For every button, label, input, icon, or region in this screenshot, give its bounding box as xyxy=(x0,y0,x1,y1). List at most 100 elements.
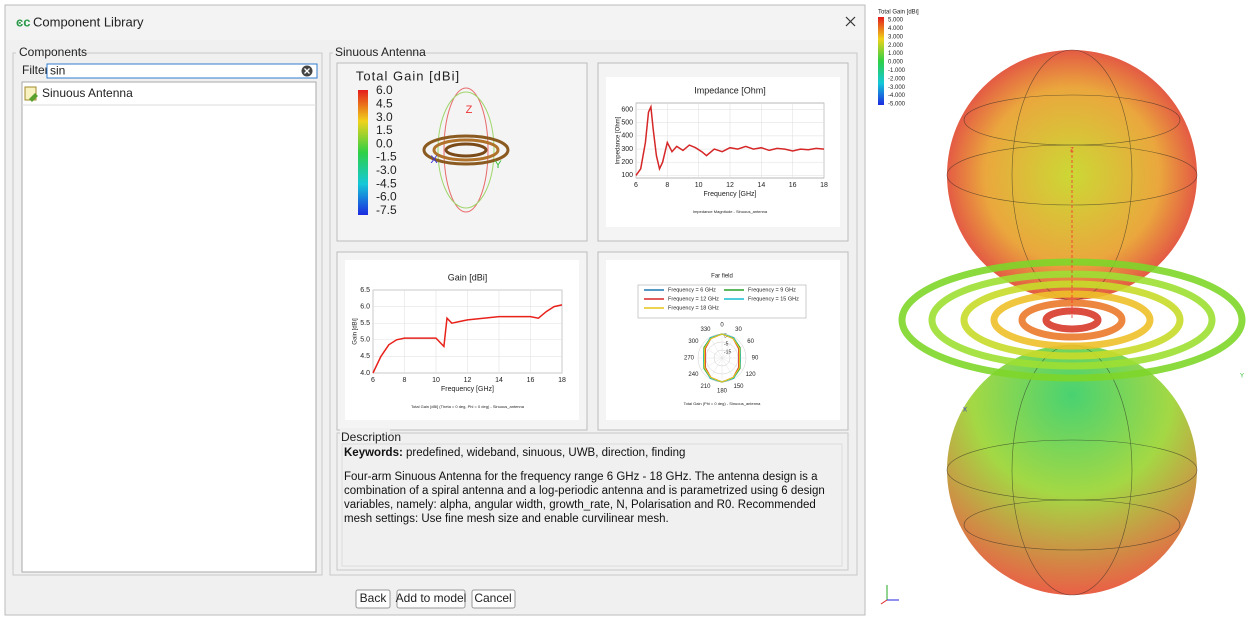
app-icon: ͼc xyxy=(16,14,30,29)
filter-label: Filter xyxy=(22,63,49,77)
legend-label: Frequency = 15 GHz xyxy=(748,296,799,302)
list-item[interactable]: Sinuous Antenna xyxy=(42,86,133,100)
component-list xyxy=(21,81,317,573)
plot-title: Impedance [Ohm] xyxy=(694,85,766,95)
legend-label: -3.000 xyxy=(888,85,906,91)
scale-label: 0.0 xyxy=(376,136,393,150)
filter-value: sin xyxy=(50,64,65,78)
add-button[interactable] xyxy=(396,589,466,609)
r-tick-label: -5 xyxy=(724,341,729,347)
plot-title: Total Gain [dBi] xyxy=(356,68,460,83)
axis-label: Y xyxy=(494,159,502,171)
x-tick-label: 8 xyxy=(665,182,669,189)
caption: Total Gain (Phi = 0 deg) - Sinuous_anten… xyxy=(684,401,762,406)
antenna-3d xyxy=(422,87,510,213)
button-label: Cancel xyxy=(474,591,511,605)
axis-triad xyxy=(880,585,899,605)
angle-label: 120 xyxy=(746,372,757,378)
y-tick-label: 200 xyxy=(621,159,633,166)
grid-line xyxy=(721,337,735,359)
grid-line xyxy=(709,337,723,359)
description-group xyxy=(336,432,849,571)
axis-label: Z xyxy=(1070,148,1074,154)
preview-group xyxy=(329,52,858,576)
legend-label: -2.000 xyxy=(888,76,906,82)
radiation-pattern xyxy=(898,49,1246,596)
angle-label: 270 xyxy=(684,356,695,362)
legend-label: Frequency = 12 GHz xyxy=(668,296,719,302)
clear-button[interactable] xyxy=(301,65,313,77)
legend-label: -5.000 xyxy=(888,102,906,108)
x-axis-label: Frequency [GHz] xyxy=(441,386,494,393)
close-button[interactable] xyxy=(845,16,856,27)
x-tick-label: 10 xyxy=(695,182,703,189)
legend-label: -1.000 xyxy=(888,68,906,74)
scale-label: -3.0 xyxy=(376,163,397,177)
y-tick-label: 6.0 xyxy=(360,303,370,310)
line xyxy=(372,304,563,374)
legend-label: Frequency = 6 GHz xyxy=(668,287,716,293)
scale-label: 6.0 xyxy=(376,83,393,97)
legend-box xyxy=(637,284,807,319)
scale-label: -7.5 xyxy=(376,203,397,217)
plot-image xyxy=(606,260,840,420)
x-tick-label: 18 xyxy=(558,377,566,384)
legend-label: Frequency = 9 GHz xyxy=(748,287,796,293)
x-tick-label: 14 xyxy=(757,182,765,189)
legend-label: 1.000 xyxy=(888,51,904,57)
plot-title: Gain [dBi] xyxy=(448,272,488,282)
angle-label: 0 xyxy=(720,323,724,329)
legend-label: Frequency = 18 GHz xyxy=(668,305,719,311)
group-title-bg xyxy=(333,47,403,59)
filter-input[interactable] xyxy=(46,63,318,79)
x-tick-label: 16 xyxy=(789,182,797,189)
y-tick-label: 4.5 xyxy=(360,353,370,360)
legend-label: 3.000 xyxy=(888,34,904,40)
scale-label: 3.0 xyxy=(376,110,393,124)
y-axis-label: Gain [dBi] xyxy=(353,318,359,345)
y-tick-label: 5.5 xyxy=(360,320,370,327)
grid-line xyxy=(721,357,735,379)
description-text: Four-arm Sinuous Antenna for the frequen… xyxy=(344,471,825,525)
x-tick-label: 12 xyxy=(464,377,472,384)
grid-line xyxy=(709,357,723,379)
scale-label: -6.0 xyxy=(376,190,397,204)
y-tick-label: 5.0 xyxy=(360,337,370,344)
y-tick-label: 600 xyxy=(621,106,633,113)
group-title: Description xyxy=(341,430,401,444)
back-button[interactable] xyxy=(355,589,391,609)
button-label: Add to model xyxy=(396,591,467,605)
scale-label: 1.5 xyxy=(376,123,393,137)
components-group xyxy=(12,52,323,576)
axis-label: Y xyxy=(1240,374,1244,380)
y-tick-label: 500 xyxy=(621,120,633,127)
plot-title: Far field xyxy=(711,274,733,280)
angle-label: 180 xyxy=(717,389,728,395)
line xyxy=(635,104,825,176)
keywords-label: Keywords: xyxy=(344,447,403,459)
legend-label: 0.000 xyxy=(888,60,904,66)
y-tick-label: 6.5 xyxy=(360,287,370,294)
x-tick-label: 10 xyxy=(432,377,440,384)
y-tick-label: 100 xyxy=(621,172,633,179)
legend-color-bar xyxy=(878,17,884,105)
cancel-button[interactable] xyxy=(471,589,516,609)
polar-line xyxy=(703,333,741,383)
angle-label: 60 xyxy=(747,339,754,345)
scale-label: -1.5 xyxy=(376,150,397,164)
button-label: Back xyxy=(360,591,388,605)
description: Keywords: predefined, wideband, sinuous,… xyxy=(344,446,834,536)
r-tick-label: 5 xyxy=(724,333,727,339)
x-tick-label: 16 xyxy=(527,377,535,384)
x-tick-label: 6 xyxy=(634,182,638,189)
group-title-bg xyxy=(16,47,72,59)
x-axis-label: Frequency [GHz] xyxy=(704,191,757,198)
group-title: Components xyxy=(19,45,87,59)
item-icon xyxy=(24,86,38,102)
axis-label: X xyxy=(430,154,438,166)
angle-label: 150 xyxy=(733,384,744,390)
group-title-bg xyxy=(340,428,390,440)
title-bar xyxy=(6,6,864,40)
scale-label: 4.5 xyxy=(376,96,393,110)
